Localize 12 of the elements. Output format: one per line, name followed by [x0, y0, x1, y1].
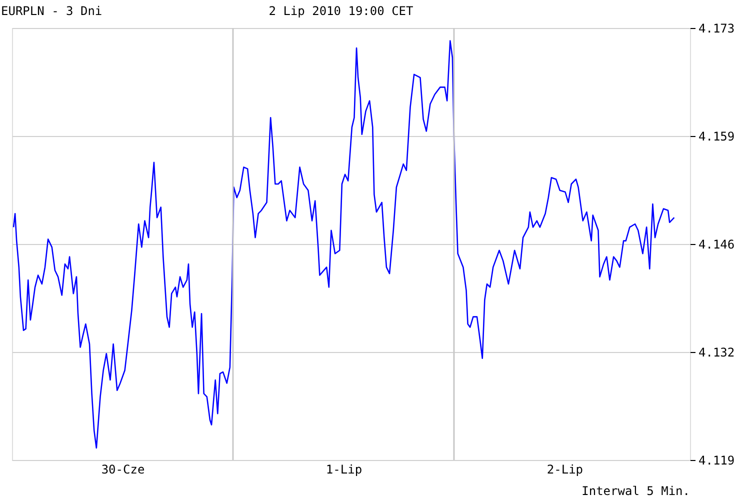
line-series	[12, 40, 675, 449]
chart-title: EURPLN - 3 Dni	[1, 4, 102, 18]
y-tick-label: 4.119	[698, 454, 735, 468]
y-tick-label: 4.159	[698, 130, 735, 144]
y-tick-label: 4.173	[698, 22, 735, 36]
x-tick-label: 2-Lip	[546, 462, 584, 476]
y-tick-label: 4.146	[698, 238, 735, 252]
y-tick-label: 4.132	[698, 346, 735, 360]
x-tick-label: 1-Lip	[326, 462, 362, 476]
text: Interwal 5 Min.	[582, 484, 690, 498]
chart-subtitle: 2 Lip 2010 19:00 CET	[268, 4, 414, 18]
x-tick-label: 30-Cze	[101, 462, 145, 476]
